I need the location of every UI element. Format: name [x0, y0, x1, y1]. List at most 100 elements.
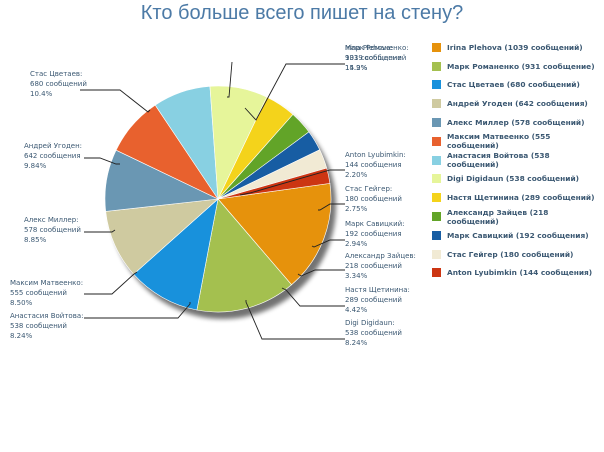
legend-label: Андрей Угоден (642 сообщения): [447, 99, 588, 109]
legend-swatch: [432, 42, 441, 52]
legend-swatch: [432, 230, 441, 240]
slice-label-name: Настя Щетинина:: [345, 286, 410, 294]
legend-item: Андрей Угоден (642 сообщения): [432, 94, 602, 113]
slice-label-percent: 15.9%: [345, 64, 368, 72]
slice-label-name: Стас Цветаев:: [30, 70, 82, 78]
slice-label-percent: 8.24%: [10, 332, 33, 340]
slice-label-count: 642 сообщения: [24, 152, 81, 160]
legend-swatch: [432, 268, 441, 278]
slice-label-count: 578 сообщений: [24, 226, 81, 234]
slice-label-percent: 3.34%: [345, 272, 368, 280]
pie-chart: Irina Plehova: 1039 сообщений 15.9% Марк Ро…: [10, 44, 416, 347]
pie-slices: [104, 85, 332, 313]
slice-label-name: Андрей Угоден:: [24, 142, 82, 150]
slice-label-percent: 10.4%: [30, 90, 53, 98]
legend-label: Irina Plehova (1039 сообщений): [447, 42, 583, 52]
legend-label: Анастасия Войтова (538 сообщений): [447, 151, 550, 170]
slice-label-percent: 4.42%: [345, 306, 368, 314]
legend-label: Александр Зайцев (218 сообщений): [447, 207, 549, 226]
slice-label-percent: 8.85%: [24, 236, 47, 244]
legend-swatch: [432, 155, 441, 165]
slice-label-percent: 14.2%: [345, 64, 368, 72]
slice-label-percent: 2.75%: [345, 205, 368, 213]
chart-legend: Irina Plehova (1039 сообщений) Марк Роман…: [432, 38, 602, 282]
legend-item: Максим Матвеенко (555 сообщений): [432, 132, 602, 151]
legend-label: Марк Романенко (931 сообщение): [447, 61, 595, 71]
slice-label-name: Irina Plehova:: [345, 44, 393, 52]
slice-label-name: Александр Зайцев:: [345, 252, 416, 260]
pie-slice: [196, 198, 292, 313]
leader-line: [281, 287, 345, 307]
slice-label-count: 538 сообщений: [345, 329, 402, 337]
leader-line: [84, 157, 120, 165]
legend-item: Irina Plehova (1039 сообщений): [432, 38, 602, 57]
legend-label: Алекс Миллер (578 сообщений): [447, 118, 585, 128]
legend-swatch: [432, 249, 441, 259]
slice-label-percent: 9.84%: [24, 162, 47, 170]
legend-swatch: [432, 136, 441, 146]
chart-title: Кто больше всего пишет на стену?: [140, 2, 464, 24]
leader-line: [311, 239, 345, 248]
legend-label: Марк Савицкий (192 сообщения): [447, 230, 589, 240]
legend-swatch: [432, 118, 441, 128]
legend-label: Стас Цветаев (680 сообщений): [447, 80, 580, 90]
slice-label-count: 555 сообщений: [10, 289, 67, 297]
leader-line: [84, 302, 191, 319]
legend-item: Digi Digidaun (538 сообщений): [432, 170, 602, 189]
legend-item: Анастасия Войтова (538 сообщений): [432, 151, 602, 170]
legend-item: Anton Lyubimkin (144 сообщения): [432, 264, 602, 283]
legend-label: Максим Матвеенко (555 сообщений): [447, 132, 551, 151]
legend-item: Стас Цветаев (680 сообщений): [432, 76, 602, 95]
leader-line: [80, 89, 151, 113]
slice-label-percent: 2.20%: [345, 171, 368, 179]
slice-label-count: 931 сообщение: [345, 54, 402, 62]
legend-label: Настя Щетинина (289 сообщений): [447, 193, 595, 203]
leader-line: [239, 169, 345, 196]
legend-swatch: [432, 174, 441, 184]
legend-item: Настя Щетинина (289 сообщений): [432, 188, 602, 207]
legend-label: Стас Гейгер (180 сообщений): [447, 249, 574, 259]
legend-swatch: [432, 61, 441, 71]
slice-label-name: Анастасия Войтова:: [10, 312, 83, 320]
slice-label-percent: 8.50%: [10, 299, 33, 307]
leader-line: [84, 271, 138, 295]
slice-label-count: 192 сообщения: [345, 230, 402, 238]
slice-label-count: 144 сообщения: [345, 161, 402, 169]
legend-swatch: [432, 99, 441, 109]
legend-swatch: [432, 212, 441, 222]
leader-line: [84, 229, 116, 233]
pie-slice: [133, 198, 219, 311]
slice-label-count: 218 сообщений: [345, 262, 402, 270]
leader-line: [245, 300, 345, 340]
slice-label-percent: 8.24%: [345, 339, 368, 347]
legend-swatch: [432, 80, 441, 90]
legend-item: Марк Романенко (931 сообщение): [432, 57, 602, 76]
leader-line: [244, 63, 345, 121]
pie-slice: [217, 167, 331, 200]
legend-label: Digi Digidaun (538 сообщений): [447, 174, 580, 184]
slice-label-name: Марк Савицкий:: [345, 220, 405, 228]
leader-line: [318, 203, 345, 211]
slice-label-count: 680 сообщений: [30, 80, 87, 88]
slice-label-name: Алекс Миллер:: [24, 216, 79, 224]
slice-label-name: Марк Романенко:: [345, 44, 409, 52]
slice-label-count: 289 сообщений: [345, 296, 402, 304]
slice-label-percent: 2.94%: [345, 240, 368, 248]
legend-swatch: [432, 193, 441, 203]
legend-item: Марк Савицкий (192 сообщения): [432, 226, 602, 245]
legend-item: Алекс Миллер (578 сообщений): [432, 113, 602, 132]
slice-label-count: 1039 сообщений: [345, 54, 406, 62]
pie-slice: [217, 183, 332, 286]
slice-label-name: Digi Digidaun:: [345, 319, 395, 327]
legend-item: Стас Гейгер (180 сообщений): [432, 245, 602, 264]
leader-line: [297, 269, 345, 277]
leader-line: [227, 61, 233, 98]
slice-label-count: 180 сообщений: [345, 195, 402, 203]
pie-leader-lines: [80, 61, 345, 340]
legend-label: Anton Lyubimkin (144 сообщения): [447, 268, 593, 278]
legend-item: Александр Зайцев (218 сообщений): [432, 207, 602, 226]
slice-label-name: Стас Гейгер:: [345, 185, 392, 193]
slice-label-name: Anton Lyubimkin:: [345, 151, 406, 159]
slice-label-name: Максим Матвеенко:: [10, 279, 83, 287]
